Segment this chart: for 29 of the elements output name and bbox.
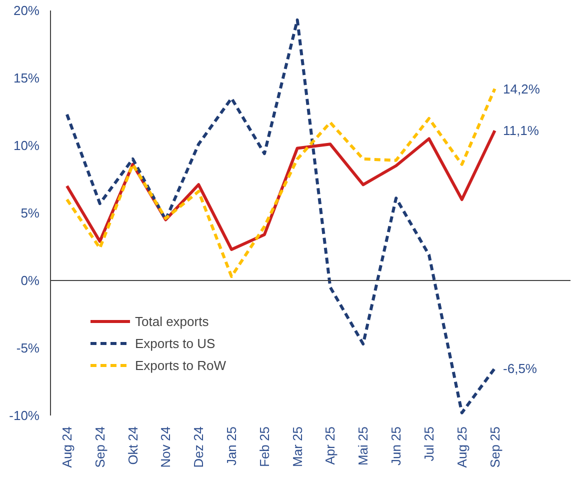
y-tick-label: -5%	[16, 340, 40, 356]
y-tick-label: 0%	[20, 273, 40, 288]
y-tick-label: 5%	[20, 206, 40, 220]
y-tick-label: 15%	[13, 70, 40, 86]
x-tick-label: Mai 25	[356, 426, 371, 466]
x-tick-label: Jun 25	[388, 426, 404, 466]
y-tick-label: 20%	[13, 3, 40, 18]
x-tick-label: Sep 25	[487, 426, 502, 468]
x-tick-label: Apr 25	[322, 426, 338, 465]
x-tick-label: Jul 25	[421, 426, 436, 462]
line-series	[65, 18, 496, 414]
x-tick-label: Aug 25	[454, 426, 470, 468]
x-tick-label: Okt 24	[125, 426, 140, 465]
x-tick-label: Aug 24	[59, 426, 74, 468]
x-tick-label: Jan 25	[224, 426, 240, 466]
annotation: 11,1%	[503, 123, 540, 138]
x-tick-label: Mar 25	[290, 426, 305, 467]
annotation: 14,2%	[503, 81, 540, 96]
legend-label: Total exports	[135, 314, 209, 328]
x-tick-label: Dez 24	[191, 426, 206, 468]
y-tick-label: -10%	[9, 408, 40, 423]
x-tick-label: Nov 24	[158, 426, 174, 468]
legend-label: Exports to US	[135, 336, 216, 350]
line-series	[65, 87, 496, 278]
legend-label: Exports to RoW	[135, 358, 226, 372]
annotation: -6,5%	[503, 360, 538, 376]
y-tick-label: 10%	[13, 138, 40, 153]
x-tick-label: Sep 24	[92, 426, 108, 468]
x-tick-label: Feb 25	[256, 426, 272, 467]
